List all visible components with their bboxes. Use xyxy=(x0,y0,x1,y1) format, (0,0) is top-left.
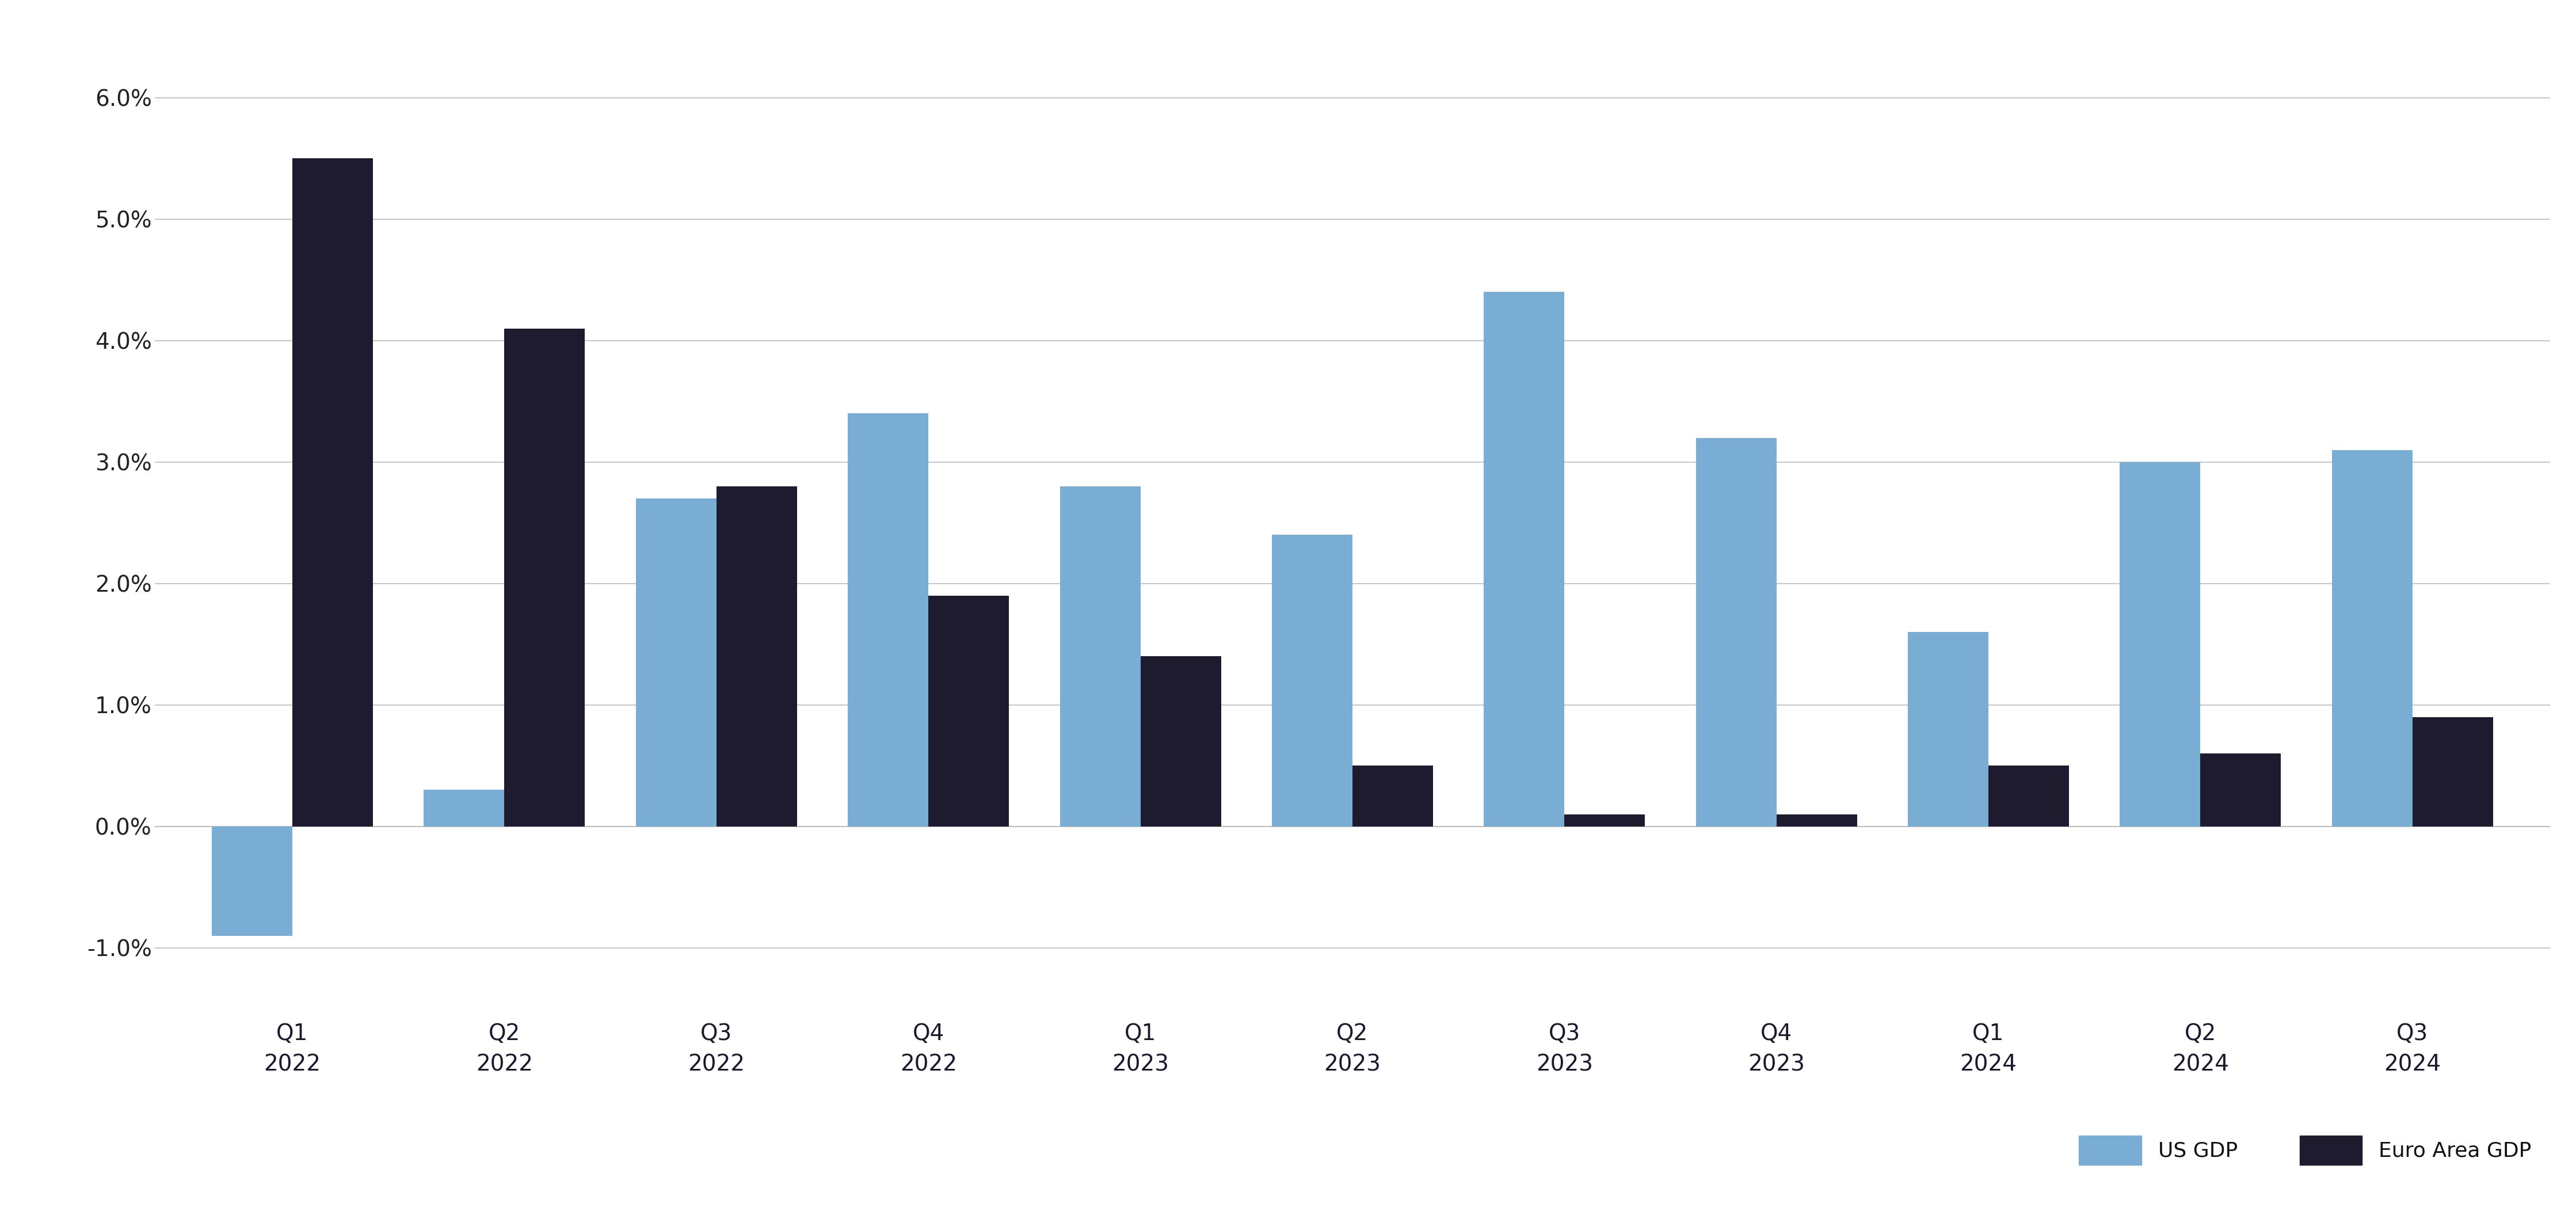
Bar xyxy=(1695,438,1777,827)
Bar xyxy=(927,595,1010,827)
Bar xyxy=(636,498,716,827)
Bar xyxy=(2414,717,2494,827)
Bar xyxy=(2331,450,2414,827)
Bar xyxy=(425,790,505,827)
Bar xyxy=(848,413,927,827)
Bar xyxy=(1273,535,1352,827)
Bar xyxy=(291,159,374,827)
Bar xyxy=(716,486,796,827)
Bar xyxy=(1777,814,1857,827)
Bar xyxy=(1059,486,1141,827)
Bar xyxy=(1564,814,1646,827)
Legend: US GDP, Euro Area GDP: US GDP, Euro Area GDP xyxy=(2071,1127,2540,1173)
Bar xyxy=(2200,754,2280,827)
Bar xyxy=(1141,657,1221,827)
Bar xyxy=(1484,292,1564,827)
Bar xyxy=(1989,765,2069,827)
Bar xyxy=(1352,765,1432,827)
Bar xyxy=(211,827,291,936)
Bar xyxy=(1909,632,1989,827)
Bar xyxy=(2120,462,2200,827)
Bar xyxy=(505,328,585,827)
